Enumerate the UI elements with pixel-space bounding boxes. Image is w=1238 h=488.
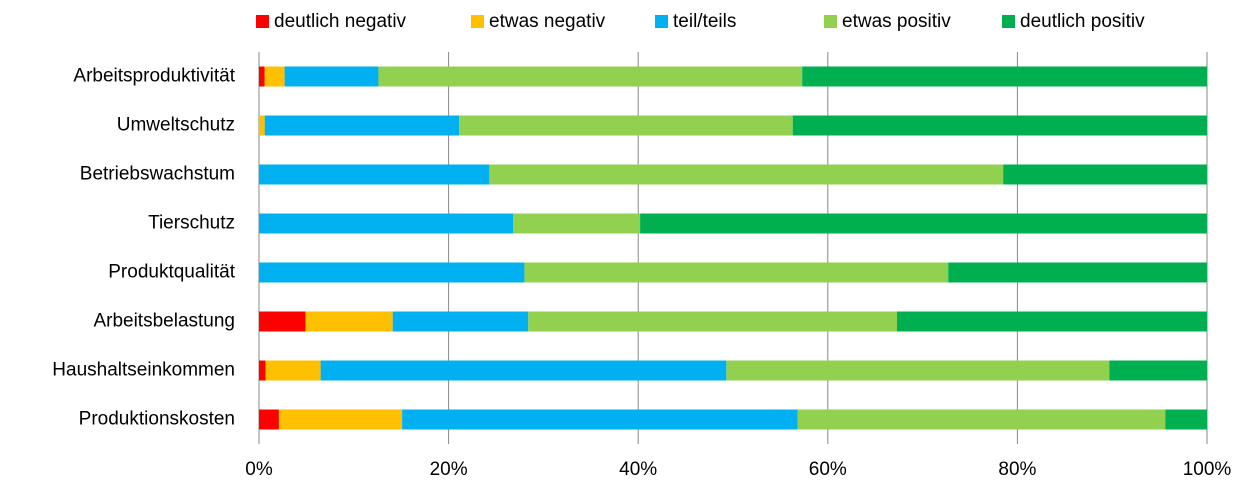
bar-segment xyxy=(264,66,285,87)
bar-segment xyxy=(802,66,1207,87)
bar-segment xyxy=(640,213,1207,234)
y-tick-label: Betriebswachstum xyxy=(80,164,235,185)
bar-segment xyxy=(320,360,727,381)
bar-segment xyxy=(1003,164,1207,185)
legend-swatch xyxy=(655,15,668,28)
bar-segment xyxy=(513,213,641,234)
bar-segment xyxy=(278,409,403,430)
bar-segment xyxy=(726,360,1110,381)
y-tick-label: Produktionskosten xyxy=(79,409,235,430)
bar-segment xyxy=(264,115,460,136)
x-tick-label: 0% xyxy=(245,459,273,480)
y-tick-label: Produktqualität xyxy=(108,262,235,283)
legend-label: etwas positiv xyxy=(842,11,951,32)
bar-segment xyxy=(305,311,393,332)
legend-label: deutlich positiv xyxy=(1020,11,1145,32)
bar-segment xyxy=(1109,360,1207,381)
legend-swatch xyxy=(1002,15,1015,28)
y-tick-label: Arbeitsproduktivität xyxy=(73,66,235,87)
legend-swatch xyxy=(824,15,837,28)
x-tick-label: 20% xyxy=(430,459,468,480)
x-tick-label: 60% xyxy=(809,459,847,480)
y-tick-label: Haushaltseinkommen xyxy=(52,360,235,381)
legend-swatch xyxy=(256,15,269,28)
bar-segment xyxy=(524,262,949,283)
bar-segment xyxy=(402,409,798,430)
x-tick-label: 80% xyxy=(998,459,1036,480)
bar-segment xyxy=(259,66,265,87)
bar-segment xyxy=(284,66,379,87)
bar-segment xyxy=(897,311,1207,332)
legend-label: etwas negativ xyxy=(489,11,606,32)
bar-segment xyxy=(392,311,529,332)
y-tick-label: Tierschutz xyxy=(148,213,235,234)
x-tick-label: 40% xyxy=(619,459,657,480)
bar-segment xyxy=(265,360,321,381)
bar-segment xyxy=(259,164,490,185)
bar-segment xyxy=(1165,409,1207,430)
y-tick-label: Arbeitsbelastung xyxy=(93,311,235,332)
bar-segment xyxy=(792,115,1207,136)
bar-segment xyxy=(948,262,1207,283)
bar-segment xyxy=(259,360,266,381)
y-tick-label: Umweltschutz xyxy=(117,115,235,136)
legend-swatch xyxy=(471,15,484,28)
legend-label: teil/teils xyxy=(673,11,736,32)
bar-segment xyxy=(797,409,1166,430)
bar-segment xyxy=(259,311,306,332)
x-tick-label: 100% xyxy=(1183,459,1232,480)
legend-label: deutlich negativ xyxy=(274,11,407,32)
bar-segment xyxy=(259,409,279,430)
bar-segment xyxy=(259,115,265,136)
bar-segment xyxy=(489,164,1004,185)
bar-segment xyxy=(378,66,803,87)
bar-segment xyxy=(459,115,793,136)
bar-segment xyxy=(259,213,514,234)
bar-segment xyxy=(528,311,898,332)
bar-segment xyxy=(259,262,525,283)
